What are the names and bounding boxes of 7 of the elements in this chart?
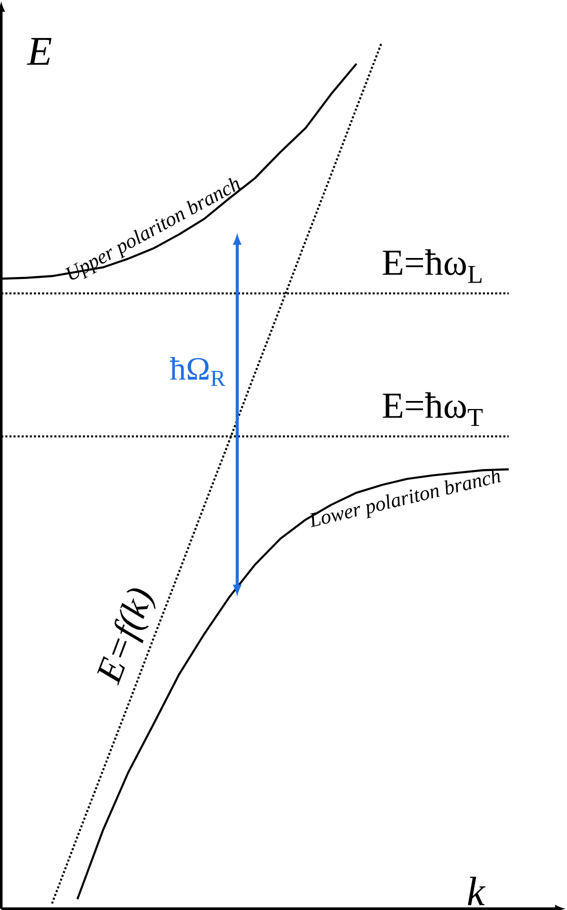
annotation: ħΩ$_{R}$ [170,356,226,386]
text: E=f(k) [97,588,156,686]
y-axis-title: E [26,38,52,65]
ref-line-label: E=ħω$_{T}$ [382,392,483,426]
ref-line-label: E=ħω$_{L}$ [382,249,482,283]
text: Lower polariton branch [310,469,502,528]
x-axis-title: k [468,876,486,906]
